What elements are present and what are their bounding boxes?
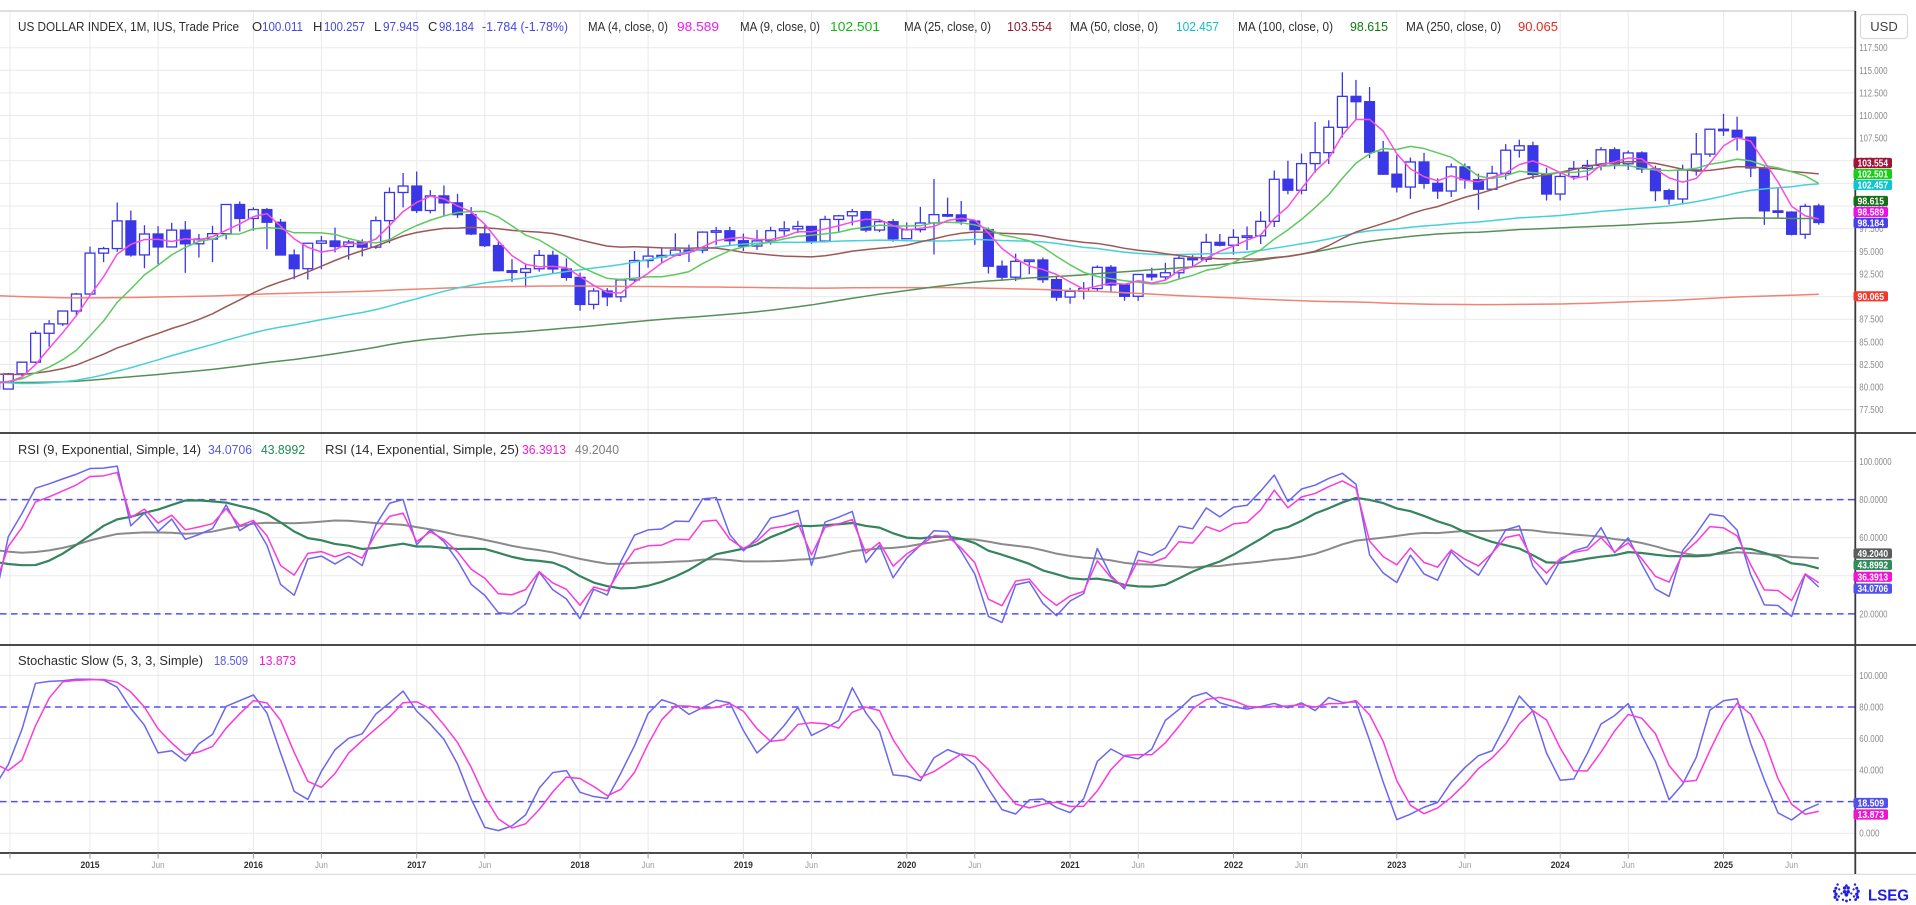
svg-text:36.3913: 36.3913 [1858,572,1889,583]
svg-text:40.000: 40.000 [1859,766,1884,777]
svg-text:2021: 2021 [1061,860,1081,871]
svg-text:13.873: 13.873 [1858,810,1885,821]
svg-text:36.3913: 36.3913 [522,442,566,457]
svg-text:34.0706: 34.0706 [208,442,252,457]
svg-text:2016: 2016 [244,860,263,871]
svg-text:Jun: Jun [1785,860,1798,871]
svg-text:Jun: Jun [968,860,981,871]
svg-text:Jun: Jun [1295,860,1308,871]
svg-text:MA (100, close, 0): MA (100, close, 0) [1238,19,1333,34]
svg-text:Stochastic Slow (5, 3, 3, Simp: Stochastic Slow (5, 3, 3, Simple) [18,653,203,668]
svg-text:Jun: Jun [478,860,491,871]
svg-text:49.2040: 49.2040 [1858,549,1889,560]
svg-text:2018: 2018 [571,860,590,871]
svg-text:103.554: 103.554 [1858,159,1889,170]
svg-text:MA (25, close, 0): MA (25, close, 0) [904,19,991,34]
svg-text:20.0000: 20.0000 [1859,609,1888,620]
svg-text:60.0000: 60.0000 [1859,533,1888,544]
svg-text:95.000: 95.000 [1859,247,1884,258]
svg-text:49.2040: 49.2040 [575,442,619,457]
svg-text:2022: 2022 [1224,860,1243,871]
svg-text:97.500: 97.500 [1859,224,1884,235]
svg-text:L: L [374,19,381,34]
svg-text:Jun: Jun [1622,860,1635,871]
svg-text:60.000: 60.000 [1859,734,1884,745]
svg-text:13.873: 13.873 [259,653,296,668]
svg-text:100.0000: 100.0000 [1859,457,1892,468]
svg-text:102.501: 102.501 [830,19,880,34]
svg-text:90.065: 90.065 [1858,292,1885,303]
svg-text:Jun: Jun [805,860,818,871]
svg-text:98.615: 98.615 [1350,19,1388,34]
svg-text:Jun: Jun [152,860,165,871]
svg-text:-1.784 (-1.78%): -1.784 (-1.78%) [482,19,568,34]
svg-text:LSEG: LSEG [1868,888,1909,905]
svg-text:MA (250, close, 0): MA (250, close, 0) [1406,19,1501,34]
svg-text:80.000: 80.000 [1859,703,1884,714]
svg-text:77.500: 77.500 [1859,405,1884,416]
svg-text:98.589: 98.589 [1858,208,1885,219]
svg-text:112.500: 112.500 [1859,88,1888,99]
svg-text:18.509: 18.509 [214,653,248,668]
svg-text:MA (4, close, 0): MA (4, close, 0) [588,19,668,34]
svg-text:98.184: 98.184 [439,19,474,34]
svg-text:MA (50, close, 0): MA (50, close, 0) [1070,19,1158,34]
svg-text:92.500: 92.500 [1859,269,1884,280]
svg-text:Jun: Jun [1458,860,1471,871]
svg-text:80.0000: 80.0000 [1859,495,1888,506]
svg-text:100.000: 100.000 [1859,671,1888,682]
svg-text:US DOLLAR INDEX, 1M, IUS, Trad: US DOLLAR INDEX, 1M, IUS, Trade Price [18,19,239,34]
svg-text:85.000: 85.000 [1859,337,1884,348]
svg-text:117.500: 117.500 [1859,43,1888,54]
svg-text:102.457: 102.457 [1858,181,1889,192]
svg-text:MA (9, close, 0): MA (9, close, 0) [740,19,820,34]
svg-text:102.501: 102.501 [1858,170,1889,181]
svg-text:98.589: 98.589 [677,19,719,34]
svg-text:103.554: 103.554 [1007,19,1052,34]
svg-text:97.945: 97.945 [383,19,419,34]
svg-text:Jun: Jun [315,860,328,871]
svg-text:80.000: 80.000 [1859,383,1884,394]
svg-text:90.065: 90.065 [1518,19,1558,34]
svg-text:USD: USD [1870,19,1897,34]
svg-text:RSI (9, Exponential, Simple, 1: RSI (9, Exponential, Simple, 14) [18,442,201,457]
svg-text:O: O [252,19,262,34]
svg-text:H: H [313,19,322,34]
svg-text:RSI (14, Exponential, Simple,: RSI (14, Exponential, Simple, 25) [325,442,519,457]
svg-text:Jun: Jun [642,860,655,871]
svg-text:115.000: 115.000 [1859,66,1888,77]
svg-text:100.257: 100.257 [324,19,365,34]
svg-text:43.8992: 43.8992 [1858,561,1889,572]
svg-text:2025: 2025 [1714,860,1734,871]
svg-text:102.457: 102.457 [1176,19,1219,34]
svg-text:100.011: 100.011 [262,19,303,34]
svg-text:Jun: Jun [1132,860,1145,871]
svg-text:34.0706: 34.0706 [1858,584,1889,595]
svg-text:82.500: 82.500 [1859,360,1884,371]
svg-text:2020: 2020 [897,860,916,871]
svg-text:107.500: 107.500 [1859,134,1888,145]
svg-text:87.500: 87.500 [1859,315,1884,326]
svg-text:110.000: 110.000 [1859,111,1888,122]
svg-text:0.000: 0.000 [1859,829,1880,840]
svg-text:2019: 2019 [734,860,753,871]
svg-text:C: C [428,19,437,34]
svg-text:98.615: 98.615 [1858,197,1885,208]
svg-text:43.8992: 43.8992 [261,442,305,457]
svg-text:2024: 2024 [1551,860,1571,871]
svg-text:2023: 2023 [1387,860,1406,871]
svg-text:2017: 2017 [407,860,426,871]
svg-text:98.184: 98.184 [1858,219,1885,230]
svg-text:18.509: 18.509 [1858,799,1885,810]
svg-text:2015: 2015 [81,860,101,871]
